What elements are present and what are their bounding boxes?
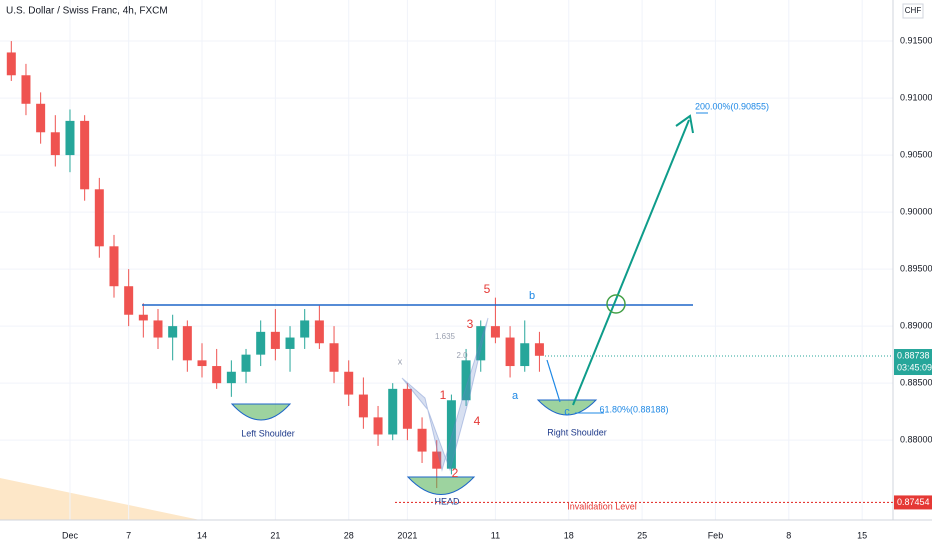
candle-body (197, 360, 207, 367)
y-tick-label: 0.89500 (900, 263, 932, 273)
invalidation-price: 0.87454 (897, 497, 930, 507)
annotation: 61.80%(0.88188) (599, 404, 668, 414)
candle-body (505, 337, 515, 367)
candle-body (461, 360, 471, 401)
arrow-head (675, 114, 694, 134)
breakout-circle (606, 294, 626, 314)
y-tick-label: 0.88500 (900, 378, 932, 388)
candle-body (329, 343, 339, 372)
candle-body (226, 371, 236, 384)
head-bowl (406, 476, 476, 495)
annotation: 1 (440, 388, 447, 402)
price-tag (894, 349, 932, 376)
right-shoulder-bowl (536, 399, 598, 416)
annotation: Invalidation Level (567, 501, 637, 511)
candle-body (373, 417, 383, 435)
candle-body (241, 354, 251, 372)
x-tick-label: 18 (564, 530, 574, 540)
annotation: Left Shoulder (241, 428, 295, 438)
y-tick-label: 0.89000 (900, 321, 932, 331)
x-tick-label: 7 (126, 530, 131, 540)
candle-body (36, 103, 46, 133)
price-axis (893, 0, 932, 550)
x-tick-label: 8 (786, 530, 791, 540)
candle-body (476, 326, 486, 361)
candle-body (168, 326, 178, 338)
annotation: 1.635 (435, 332, 456, 341)
candle-body (138, 314, 148, 321)
annotation: a (512, 390, 519, 402)
annotation: x (398, 356, 403, 366)
candle-body (402, 388, 412, 429)
annotation: 2.0 (456, 351, 468, 360)
candle-body (212, 366, 222, 384)
candle-body (182, 326, 192, 361)
x-tick-label: 25 (637, 530, 647, 540)
last-price: 0.88738 (897, 350, 930, 360)
x-tick-label: 14 (197, 530, 207, 540)
countdown: 03:45:09 (897, 362, 932, 372)
candle-body (94, 189, 104, 247)
shaded-zone (0, 478, 200, 520)
x-tick-label: 15 (857, 530, 867, 540)
candle-body (270, 331, 280, 349)
candle-body (314, 320, 324, 344)
annotation: 200.00%(0.90855) (695, 101, 769, 111)
x-tick-label: Feb (708, 530, 724, 540)
candle-body (109, 246, 119, 287)
x-tick-label: 11 (491, 530, 500, 540)
annotation: 4 (474, 414, 481, 428)
candle-body (534, 343, 544, 356)
y-tick-label: 0.90000 (900, 206, 932, 216)
currency: CHF (905, 6, 922, 15)
annotation: HEAD (434, 496, 460, 506)
candle-body (124, 286, 134, 315)
candle-body (65, 120, 75, 156)
candle-body (21, 75, 31, 104)
annotation: c (564, 406, 570, 418)
y-tick-label: 0.91500 (900, 35, 932, 45)
x-tick-label: Dec (62, 530, 79, 540)
candle-body (285, 337, 295, 349)
wave-line (546, 359, 561, 403)
left-shoulder-bowl (230, 403, 292, 421)
candle-body (432, 451, 442, 469)
candle-body (520, 343, 530, 367)
candle-body (153, 320, 163, 338)
y-tick-label: 0.90500 (900, 149, 932, 159)
x-tick-label: 2021 (397, 530, 417, 540)
annotation: 3 (467, 317, 474, 331)
x-tick-label: 28 (344, 530, 354, 540)
candle-body (6, 52, 16, 76)
candle-body (490, 326, 500, 338)
harmonic-pattern (401, 317, 489, 472)
candle-body (388, 388, 398, 435)
annotation: b (529, 290, 535, 302)
candle-body (446, 400, 456, 469)
candle-body (344, 371, 354, 395)
candle-body (358, 394, 368, 418)
candle-body (80, 120, 90, 190)
annotation: Right Shoulder (547, 427, 607, 437)
target-arrow (572, 119, 690, 406)
currency-box[interactable] (902, 3, 924, 19)
x-tick-label: 21 (270, 530, 280, 540)
drawings (142, 112, 708, 495)
y-tick-label: 0.88000 (900, 435, 932, 445)
annotation: 2 (452, 466, 459, 480)
candle-body (417, 428, 427, 452)
candle-body (50, 132, 60, 156)
annotation: 5 (484, 282, 491, 296)
candle-body (300, 320, 310, 338)
chart-title: U.S. Dollar / Swiss Franc, 4h, FXCM (6, 6, 168, 17)
y-tick-label: 0.91000 (900, 92, 932, 102)
candle-body (256, 331, 266, 355)
price-tag (894, 495, 932, 510)
